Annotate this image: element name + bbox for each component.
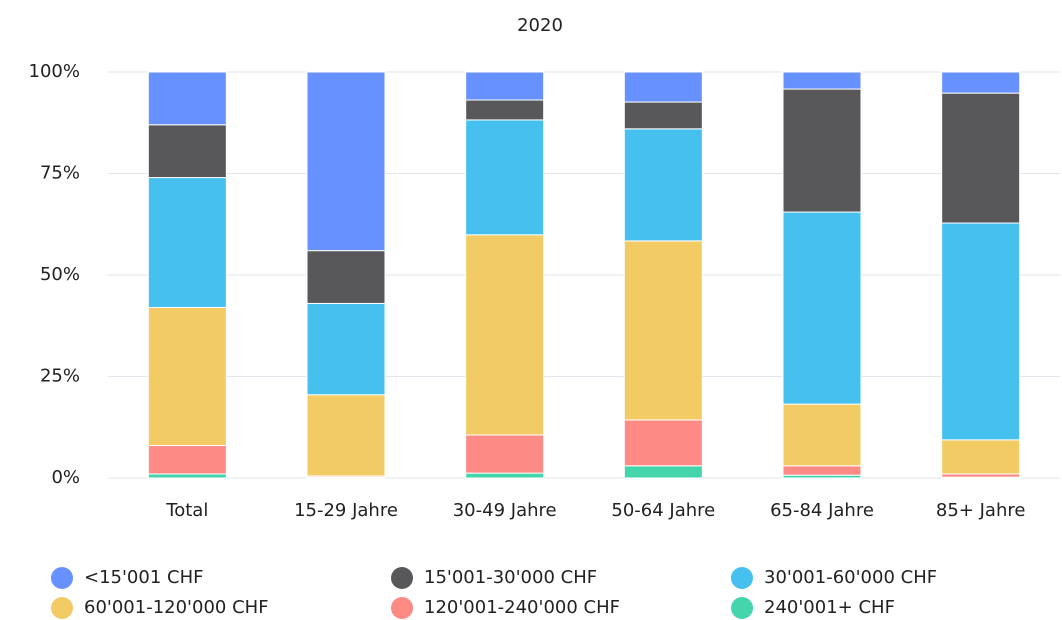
legend-label: 60'001-120'000 CHF <box>84 597 269 618</box>
bar-segment <box>623 419 703 467</box>
bar-segment <box>465 71 545 101</box>
bar-segment <box>147 71 227 126</box>
y-tick-label: 25% <box>40 366 80 387</box>
y-tick-label: 100% <box>29 61 80 82</box>
bar-segment <box>147 445 227 475</box>
bar-segment <box>941 92 1021 224</box>
bar-segment <box>147 473 227 479</box>
x-tick-label: 50-64 Jahre <box>611 500 715 521</box>
bar-segment <box>623 101 703 130</box>
bar-segment <box>306 394 386 477</box>
y-tick-label: 50% <box>40 264 80 285</box>
x-tick-label: 65-84 Jahre <box>770 500 874 521</box>
legend-swatch <box>51 597 73 619</box>
x-tick-label: Total <box>165 500 208 521</box>
bar-segment <box>782 403 862 467</box>
legend-label: 120'001-240'000 CHF <box>424 597 620 618</box>
bar-segment <box>782 465 862 476</box>
x-tick-label: 30-49 Jahre <box>453 500 557 521</box>
bar-segment <box>941 439 1021 475</box>
bar-segment <box>306 71 386 252</box>
bar-segment <box>465 434 545 474</box>
legend-swatch <box>731 567 753 589</box>
bar-segment <box>623 128 703 242</box>
bar-segment <box>306 250 386 304</box>
bar-segment <box>147 177 227 308</box>
bar-segment <box>465 234 545 436</box>
bar-segment <box>465 472 545 479</box>
y-tick-label: 75% <box>40 163 80 184</box>
bar-segment <box>147 124 227 179</box>
chart-title: 2020 <box>517 15 563 36</box>
bar-segment <box>782 88 862 213</box>
y-tick-label: 0% <box>51 467 80 488</box>
bar-segment <box>623 240 703 421</box>
legend-swatch <box>51 567 73 589</box>
bar-segment <box>465 119 545 236</box>
x-tick-label: 85+ Jahre <box>936 500 1026 521</box>
bar-segment <box>941 71 1021 94</box>
bar-segment <box>782 211 862 405</box>
x-tick-label: 15-29 Jahre <box>294 500 398 521</box>
legend-swatch <box>391 597 413 619</box>
legend-label: 15'001-30'000 CHF <box>424 567 597 588</box>
bar-segment <box>623 71 703 103</box>
legend-label: 30'001-60'000 CHF <box>764 567 937 588</box>
bar-segment <box>782 71 862 90</box>
bar-segment <box>147 306 227 447</box>
legend-swatch <box>731 597 753 619</box>
legend-label: 240'001+ CHF <box>764 597 895 618</box>
bar-segment <box>941 222 1021 441</box>
bar-segment <box>465 99 545 121</box>
legend-swatch <box>391 567 413 589</box>
bar-segment <box>623 465 703 479</box>
bar-segment <box>306 302 386 396</box>
legend-label: <15'001 CHF <box>84 567 203 588</box>
